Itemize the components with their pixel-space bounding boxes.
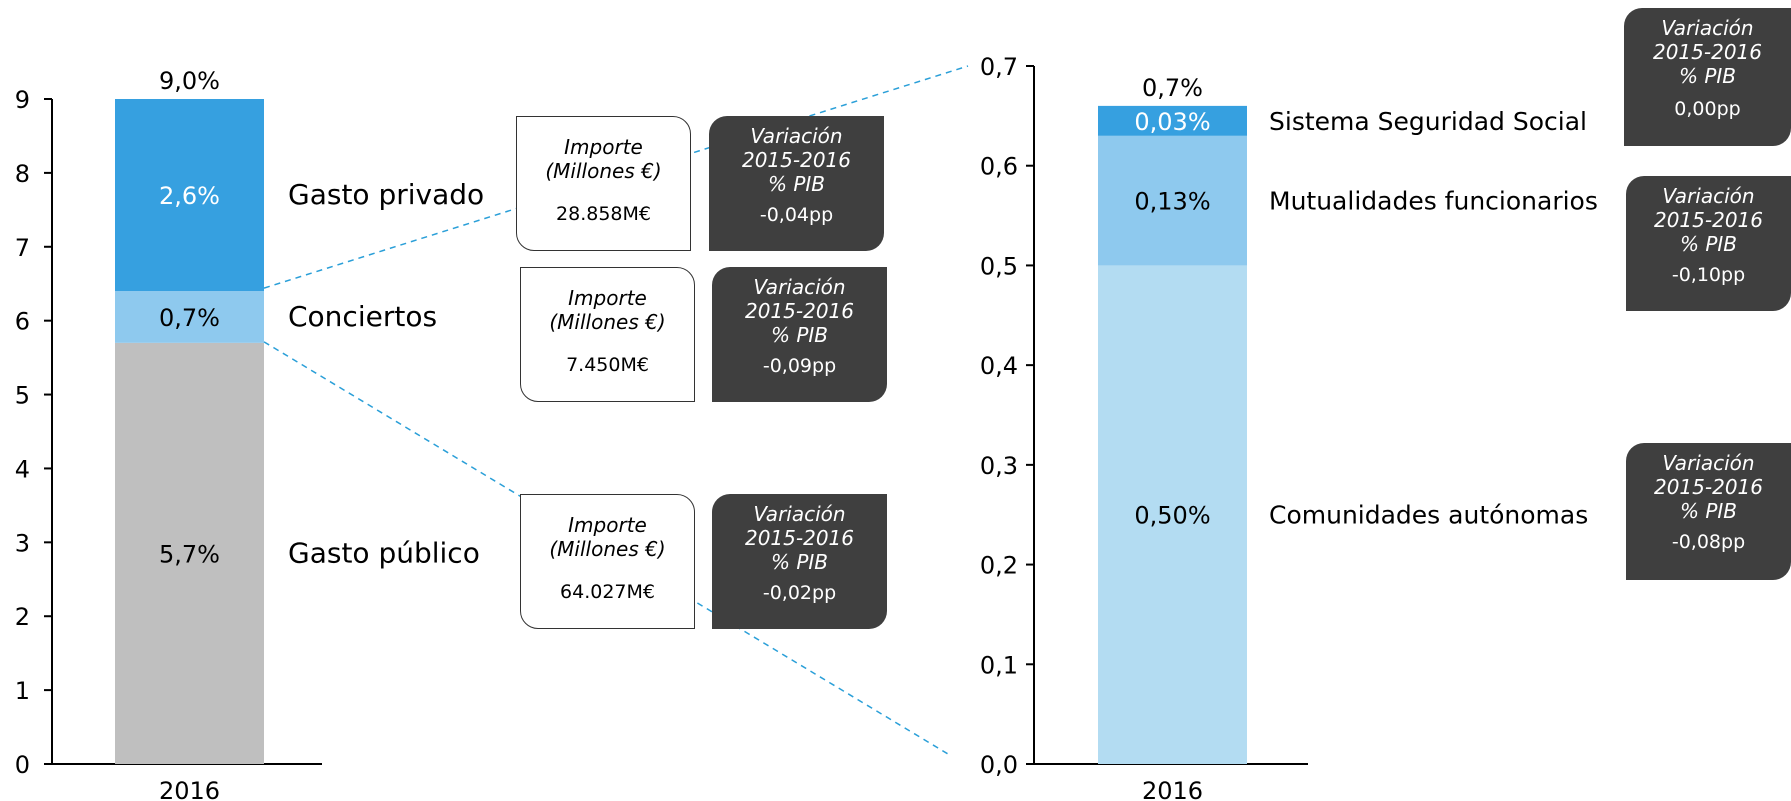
left-chart: 0 1 2 3 4 5 6 7 8 9 2016 5,7% Gasto público 0,7% Conci… — [15, 67, 484, 801]
left-series-label: Gasto privado — [288, 178, 484, 211]
left-y-tick-label: 4 — [15, 455, 30, 483]
left-y-tick-label: 0 — [15, 751, 30, 779]
right-bar-comunidades-aut-nomas — [1098, 265, 1247, 764]
importe-label-line2: (Millones €) — [545, 159, 662, 183]
right-chart: 0,0 0,1 0,2 0,3 0,4 0,5 0,6 0,7 2016 0,50% Comunid… — [980, 53, 1598, 801]
variacion-box-publico: Variación 2015-2016 % PIB -0,02pp — [712, 494, 887, 629]
right-data-label: 0,13% — [1134, 188, 1210, 216]
right-series-label: Mutualidades funcionarios — [1269, 187, 1598, 216]
variacion-value-mutualidades: -0,10pp — [1671, 264, 1746, 286]
variacion-label-line3: % PIB — [770, 550, 829, 574]
right-y-tick-label: 0,3 — [980, 452, 1018, 480]
variacion-label-line3: % PIB — [767, 172, 826, 196]
importe-label-line1: Importe — [568, 513, 647, 537]
connector-top-line — [263, 65, 969, 289]
variacion-label-line2: 2015-2016 — [744, 526, 854, 550]
left-y-tick-label: 2 — [15, 603, 30, 631]
variacion-box-privado: Variación 2015-2016 % PIB -0,04pp — [709, 116, 884, 251]
left-y-tick-label: 8 — [15, 160, 30, 188]
right-data-label: 0,03% — [1134, 108, 1210, 136]
importe-value-privado: 28.858M€ — [556, 203, 651, 225]
left-y-tick-label: 9 — [15, 86, 30, 114]
variacion-label-line2: 2015-2016 — [1653, 208, 1763, 232]
right-y-tick-label: 0,1 — [980, 651, 1018, 679]
left-total-label: 9,0% — [159, 67, 220, 95]
variacion-box-ccaa: Variación 2015-2016 % PIB -0,08pp — [1626, 443, 1791, 580]
right-series-label: Comunidades autónomas — [1269, 501, 1588, 530]
left-data-label: 0,7% — [159, 304, 220, 332]
right-data-label: 0,50% — [1134, 502, 1210, 530]
left-y-tick-label: 5 — [15, 382, 30, 410]
importe-value-conciertos: 7.450M€ — [566, 354, 649, 376]
left-bar-gasto-p-blico — [115, 342, 264, 764]
importe-box-publico: Importe (Millones €) 64.027M€ — [520, 494, 695, 629]
importe-label-line2: (Millones €) — [549, 310, 666, 334]
importe-value-publico: 64.027M€ — [560, 581, 655, 603]
variacion-box-conciertos: Variación 2015-2016 % PIB -0,09pp — [712, 267, 887, 402]
left-bar-conciertos — [115, 291, 264, 343]
variacion-box-mutualidades: Variación 2015-2016 % PIB -0,10pp — [1626, 176, 1791, 311]
variacion-label-line2: 2015-2016 — [1652, 40, 1762, 64]
right-total-label: 0,7% — [1142, 74, 1203, 102]
variacion-label-line1: Variación — [1661, 16, 1754, 40]
variacion-label-line3: % PIB — [1679, 232, 1738, 256]
variacion-label-line1: Variación — [753, 502, 846, 526]
variacion-label-line2: 2015-2016 — [1653, 475, 1763, 499]
left-y-tick-label: 7 — [15, 234, 30, 262]
variacion-value-publico: -0,02pp — [762, 582, 837, 604]
variacion-label-line3: % PIB — [1679, 499, 1738, 523]
right-y-tick-label: 0,7 — [980, 53, 1018, 81]
importe-box-conciertos: Importe (Millones €) 7.450M€ — [520, 267, 695, 402]
variacion-value-ccaa: -0,08pp — [1671, 531, 1746, 553]
left-y-tick-label: 1 — [15, 677, 30, 705]
variacion-value-conciertos: -0,09pp — [762, 355, 837, 377]
right-bar-mutualidades-funcionarios — [1098, 135, 1247, 266]
right-x-tick-label: 2016 — [1142, 777, 1203, 801]
variacion-label-line1: Variación — [750, 124, 843, 148]
right-y-tick-label: 0,2 — [980, 552, 1018, 580]
left-data-label: 2,6% — [159, 182, 220, 210]
importe-box-privado: Importe (Millones €) 28.858M€ — [516, 116, 691, 251]
left-y-tick-label: 6 — [15, 308, 30, 336]
importe-label-line2: (Millones €) — [549, 537, 666, 561]
left-data-label: 5,7% — [159, 540, 220, 568]
right-bar-sistema-seguridad-social — [1098, 105, 1247, 136]
variacion-value-seguridad-social: 0,00pp — [1674, 98, 1741, 120]
variacion-label-line1: Variación — [753, 275, 846, 299]
variacion-label-line1: Variación — [1662, 184, 1755, 208]
right-y-tick-label: 0,4 — [980, 352, 1018, 380]
right-series-label: Sistema Seguridad Social — [1269, 107, 1587, 136]
left-x-tick-label: 2016 — [159, 777, 220, 801]
variacion-label-line3: % PIB — [1678, 64, 1737, 88]
left-y-tick-label: 3 — [15, 529, 30, 557]
importe-label-line1: Importe — [564, 135, 643, 159]
right-y-tick-label: 0,5 — [980, 252, 1018, 280]
variacion-box-seguridad-social: Variación 2015-2016 % PIB 0,00pp — [1624, 8, 1791, 146]
variacion-value-privado: -0,04pp — [759, 204, 834, 226]
right-y-tick-label: 0,0 — [980, 751, 1018, 779]
left-series-label: Conciertos — [288, 300, 437, 333]
variacion-label-line1: Variación — [1662, 451, 1755, 475]
importe-label-line1: Importe — [568, 286, 647, 310]
variacion-label-line2: 2015-2016 — [741, 148, 851, 172]
right-y-tick-label: 0,6 — [980, 153, 1018, 181]
left-series-label: Gasto público — [288, 536, 480, 569]
left-bar-gasto-privado — [115, 99, 264, 292]
variacion-label-line3: % PIB — [770, 323, 829, 347]
variacion-label-line2: 2015-2016 — [744, 299, 854, 323]
